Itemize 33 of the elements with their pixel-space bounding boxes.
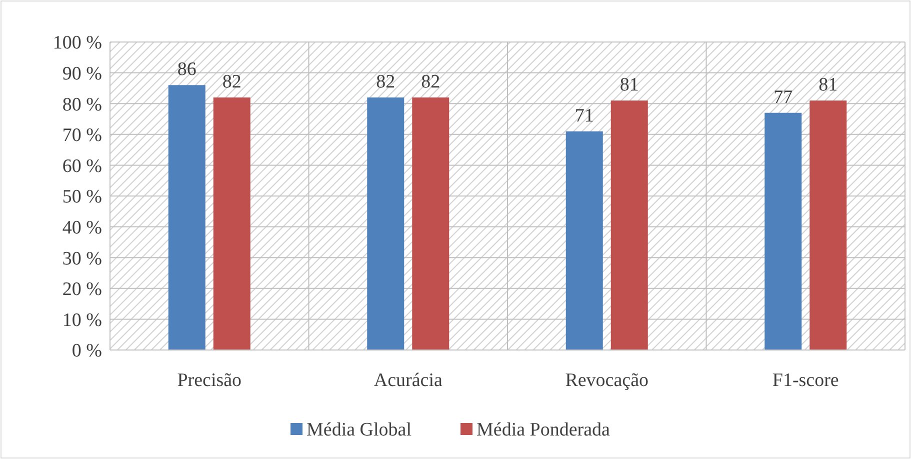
data-label: 81: [818, 74, 838, 96]
y-tick-label: 0 %: [72, 340, 102, 362]
y-tick-label: 70 %: [62, 125, 102, 146]
y-tick-label: 100 %: [52, 32, 102, 54]
y-tick-label: 20 %: [62, 279, 102, 300]
data-label: 82: [421, 71, 440, 92]
data-label: 82: [222, 71, 242, 92]
x-tick-label: Revocação: [565, 370, 649, 391]
data-label: 86: [177, 59, 196, 80]
y-tick-label: 30 %: [62, 248, 102, 270]
y-tick-label: 90 %: [62, 63, 102, 84]
x-tick-label: Acurácia: [374, 370, 443, 391]
x-tick-label: Precisão: [177, 370, 242, 391]
bar: [610, 100, 648, 350]
legend-label: Média Global: [306, 420, 412, 441]
data-label: 77: [774, 86, 793, 108]
bar: [566, 131, 603, 350]
y-tick-label: 50 %: [62, 186, 102, 208]
bar: [810, 100, 847, 350]
bar: [412, 97, 450, 350]
bar: [213, 97, 250, 350]
y-tick-label: 10 %: [62, 310, 102, 331]
data-label: 82: [376, 71, 396, 92]
legend-label: Média Ponderada: [476, 420, 611, 441]
x-tick-label: F1-score: [772, 370, 839, 391]
bar: [764, 112, 802, 350]
y-tick-label: 60 %: [62, 156, 102, 177]
data-label: 71: [574, 105, 594, 126]
y-tick-label: 80 %: [62, 94, 102, 116]
bar: [168, 85, 206, 350]
data-label: 81: [620, 74, 639, 96]
y-tick-label: 40 %: [62, 217, 102, 238]
bar: [367, 97, 404, 350]
